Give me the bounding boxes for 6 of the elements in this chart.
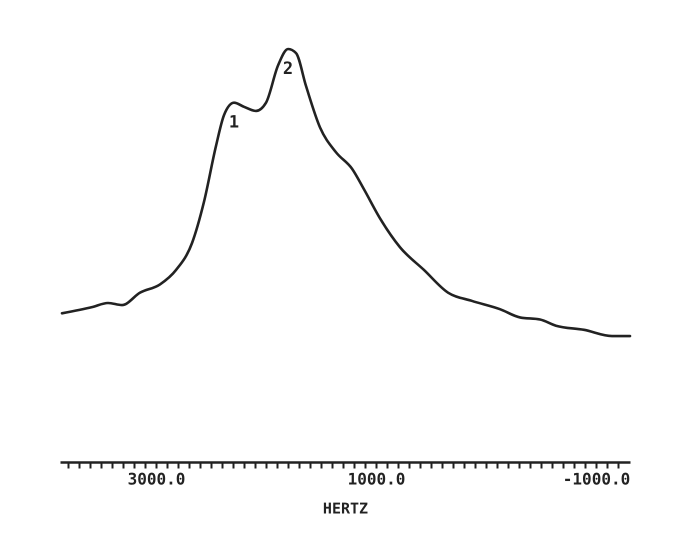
x-tick-label: -1000.0: [562, 470, 630, 488]
annotation: 1: [228, 112, 240, 133]
x-tick-label: 1000.0: [348, 470, 406, 488]
x-axis-title: HERTZ: [322, 500, 368, 518]
annotation: 2: [282, 59, 294, 79]
x-tick-label: 3000.0: [128, 470, 186, 488]
